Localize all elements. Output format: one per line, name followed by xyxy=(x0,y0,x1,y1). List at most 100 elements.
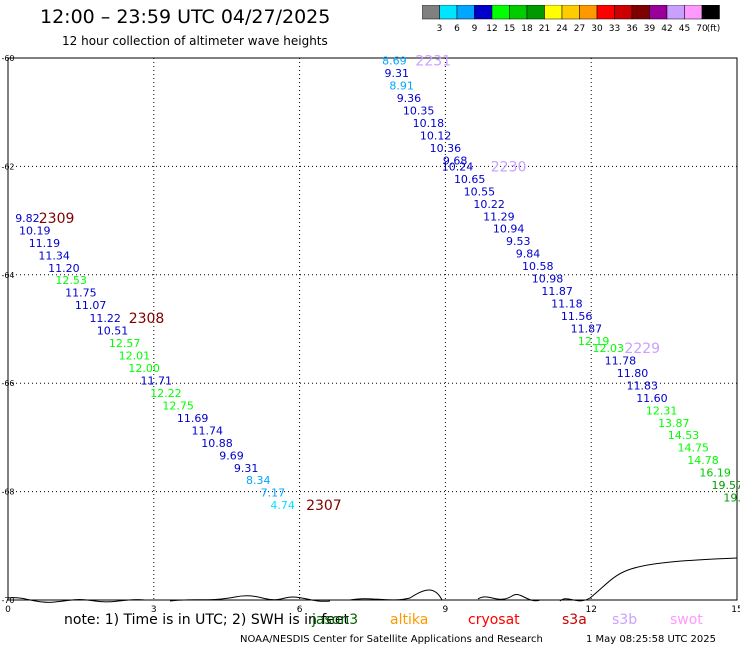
swh-value: 10.98 xyxy=(532,273,564,286)
swh-value: 10.88 xyxy=(201,437,233,450)
mission-altika: altika xyxy=(390,612,429,628)
legend-label: 15 xyxy=(504,24,515,34)
y-tick-label: -62 xyxy=(1,162,14,171)
legend-unit: (ft) xyxy=(707,24,721,34)
y-tick-label: -60 xyxy=(1,54,14,63)
swh-value: 10.19 xyxy=(19,224,51,237)
legend-label: 18 xyxy=(521,24,533,34)
swh-value: 8.34 xyxy=(246,474,271,487)
track-label: 2230 xyxy=(491,159,527,175)
swh-value: 11.75 xyxy=(65,287,97,300)
plot-frame xyxy=(7,57,738,601)
swh-value: 9.53 xyxy=(506,235,531,248)
track-label: 2309 xyxy=(39,211,75,227)
legend-label: 33 xyxy=(609,24,620,34)
x-tick-label: 0 xyxy=(5,605,11,615)
swh-value: 11.78 xyxy=(605,354,637,367)
x-tick-label: 3 xyxy=(151,605,157,615)
swh-value: 10.36 xyxy=(430,142,462,155)
legend-label: 27 xyxy=(574,24,585,34)
swh-value: 10.65 xyxy=(454,173,486,186)
swh-value: 11.34 xyxy=(38,249,70,262)
swh-value: 12.01 xyxy=(119,350,151,363)
swh-value: 9.82 xyxy=(15,212,40,225)
mission-s3b: s3b xyxy=(612,612,638,628)
swh-value: 11.80 xyxy=(617,367,649,380)
legend-label: 45 xyxy=(679,24,690,34)
swh-value: 11.71 xyxy=(140,374,172,387)
swh-value: 11.83 xyxy=(626,379,658,392)
legend-label: 36 xyxy=(626,24,638,34)
swh-value: 10.24 xyxy=(442,160,474,173)
swh-value: 11.19 xyxy=(29,237,61,250)
swh-value: 11.74 xyxy=(192,424,224,437)
swh-value: 12.75 xyxy=(162,399,194,412)
note-text: note: 1) Time is in UTC; 2) SWH is in fe… xyxy=(64,612,350,628)
swh-value: 9.69 xyxy=(219,449,244,462)
swh-value: 8.91 xyxy=(389,80,414,93)
color-legend: 3 6 9 12 15 18 21 24 27 30 33 36 39 42 45 70(ft) xyxy=(422,5,721,34)
chart-title: 12:00 – 23:59 UTC 04/27/2025 xyxy=(40,6,331,28)
credit-line: NOAA/NESDIS Center for Satellite Applica… xyxy=(240,634,543,645)
legend-label: 70 xyxy=(696,24,708,34)
mission-jason3: jason3 xyxy=(312,612,359,628)
swh-value: 12.03 xyxy=(592,342,624,355)
mission-cryosat: cryosat xyxy=(468,612,520,628)
swh-value: 9.31 xyxy=(385,67,410,80)
swh-value: 10.22 xyxy=(473,198,505,211)
swh-value: 11.22 xyxy=(89,312,121,325)
swh-value: 12.00 xyxy=(128,362,160,375)
legend-label: 30 xyxy=(591,24,603,34)
chart-subtitle: 12 hour collection of altimeter wave hei… xyxy=(62,34,328,48)
legend-label: 12 xyxy=(486,24,497,34)
x-tick-label: 15 xyxy=(731,605,740,615)
swh-value: 11.60 xyxy=(636,392,668,405)
track-2230: 10.2410.6510.5510.2211.2910.949.539.8410… xyxy=(442,159,610,348)
swh-value: 9.36 xyxy=(397,92,422,105)
y-tick-label: -70 xyxy=(1,596,14,605)
x-tick-label: 9 xyxy=(443,605,449,615)
swh-value: 9.31 xyxy=(234,462,259,475)
swh-value: 19.57 xyxy=(712,479,740,492)
y-tick-label: -68 xyxy=(1,488,14,497)
y-tick-label: -66 xyxy=(1,379,14,388)
swh-value: 10.35 xyxy=(403,105,435,118)
legend-label: 42 xyxy=(661,24,672,34)
swh-value: 11.18 xyxy=(551,298,583,311)
swh-value: 4.74 xyxy=(270,499,295,512)
swh-value: 8.69 xyxy=(382,55,407,68)
swh-value: 9.68 xyxy=(443,154,468,167)
track-label: 2308 xyxy=(129,311,165,327)
swh-value: 11.69 xyxy=(177,412,209,425)
swh-value: 19. xyxy=(723,492,740,505)
swh-value: 14.53 xyxy=(668,429,700,442)
swh-value: 11.07 xyxy=(75,299,107,312)
y-tick-label: -64 xyxy=(1,271,14,280)
swh-value: 10.55 xyxy=(464,185,496,198)
swh-value: 11.87 xyxy=(571,322,603,335)
swh-value: 10.94 xyxy=(493,223,525,236)
track-2307: 2307 xyxy=(306,498,342,514)
swh-value: 10.51 xyxy=(97,325,129,338)
track-2308: 11.2210.5112.5712.0112.0011.7112.2212.75… xyxy=(89,311,294,512)
swh-value: 12.19 xyxy=(578,335,610,348)
swh-value: 10.58 xyxy=(522,260,554,273)
swh-value: 11.87 xyxy=(541,285,573,298)
swh-value: 12.31 xyxy=(646,404,678,417)
track-2231: 8.699.318.919.3610.3510.1810.1210.369.68… xyxy=(382,54,467,168)
swh-value: 10.18 xyxy=(413,117,445,130)
track-2229: 12.0311.7811.8011.8311.6012.3113.8714.53… xyxy=(592,341,740,505)
legend-swatch xyxy=(701,5,720,20)
x-tick-label: 6 xyxy=(297,605,303,615)
swh-value: 14.75 xyxy=(678,442,710,455)
legend-label: 3 xyxy=(437,24,443,34)
mission-s3a: s3a xyxy=(562,612,587,628)
swh-value: 12.22 xyxy=(150,387,182,400)
legend-label: 9 xyxy=(472,24,478,34)
track-label: 2229 xyxy=(624,341,660,357)
swh-value: 16.19 xyxy=(699,467,731,480)
swh-value: 13.87 xyxy=(658,417,690,430)
note-line: note: 1) Time is in UTC; 2) SWH is in fe… xyxy=(64,612,349,628)
swh-value: 12.53 xyxy=(55,274,87,287)
